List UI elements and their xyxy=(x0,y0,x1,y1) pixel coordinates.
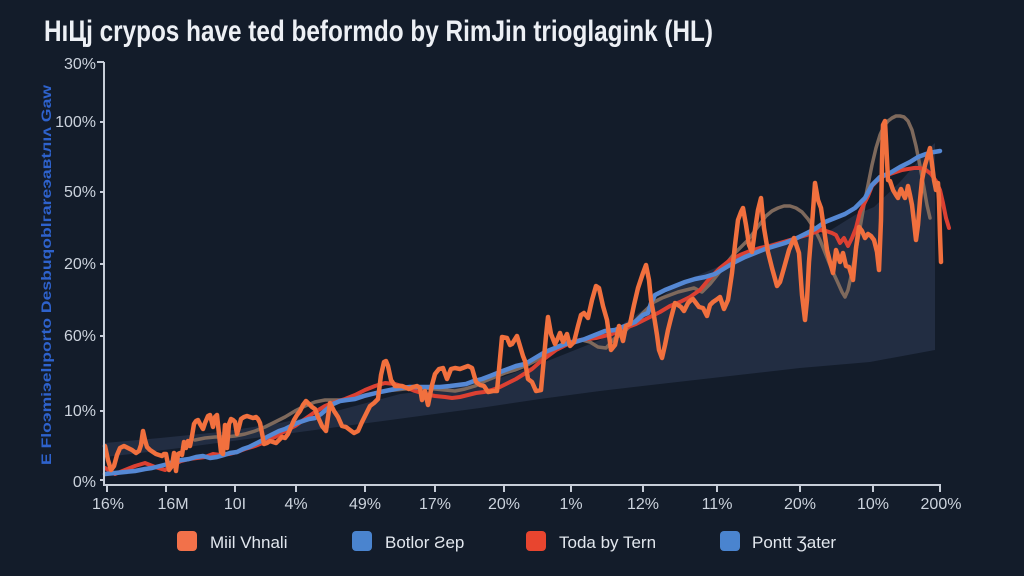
svg-text:100%: 100% xyxy=(55,114,96,131)
svg-text:Miil Vhnali: Miil Vhnali xyxy=(210,533,287,552)
svg-text:10%: 10% xyxy=(857,496,889,513)
svg-text:0%: 0% xyxy=(73,474,96,491)
svg-text:20%: 20% xyxy=(64,256,96,273)
svg-text:11%: 11% xyxy=(702,496,733,513)
svg-text:49%: 49% xyxy=(349,496,381,513)
svg-text:10I: 10I xyxy=(224,496,246,513)
svg-text:12%: 12% xyxy=(627,496,659,513)
svg-text:Toda by Tern: Toda by Tern xyxy=(559,533,656,552)
svg-text:30%: 30% xyxy=(64,56,96,73)
svg-text:20%: 20% xyxy=(784,496,816,513)
svg-text:17%: 17% xyxy=(419,496,451,513)
svg-text:16M: 16M xyxy=(157,496,188,513)
svg-text:10%: 10% xyxy=(64,403,96,420)
svg-text:Botlor Ƨep: Botlor Ƨep xyxy=(385,533,464,552)
svg-text:E Floэmiэelıporto Desbuqoblгar: E Floэmiэelıporto Desbuqoblгareэaвtлıʌ G… xyxy=(38,85,54,465)
svg-text:1%: 1% xyxy=(559,496,582,513)
svg-text:Pontt Ʒater: Pontt Ʒater xyxy=(752,533,836,552)
svg-text:16%: 16% xyxy=(92,496,124,513)
svg-text:200%: 200% xyxy=(921,496,962,513)
svg-text:HıЦj crypos have ted beformdo: HıЦj crypos have ted beformdo by RimJin … xyxy=(44,15,713,48)
svg-text:4%: 4% xyxy=(284,496,307,513)
svg-text:60%: 60% xyxy=(64,328,96,345)
svg-text:50%: 50% xyxy=(64,184,96,201)
svg-text:20%: 20% xyxy=(488,496,520,513)
